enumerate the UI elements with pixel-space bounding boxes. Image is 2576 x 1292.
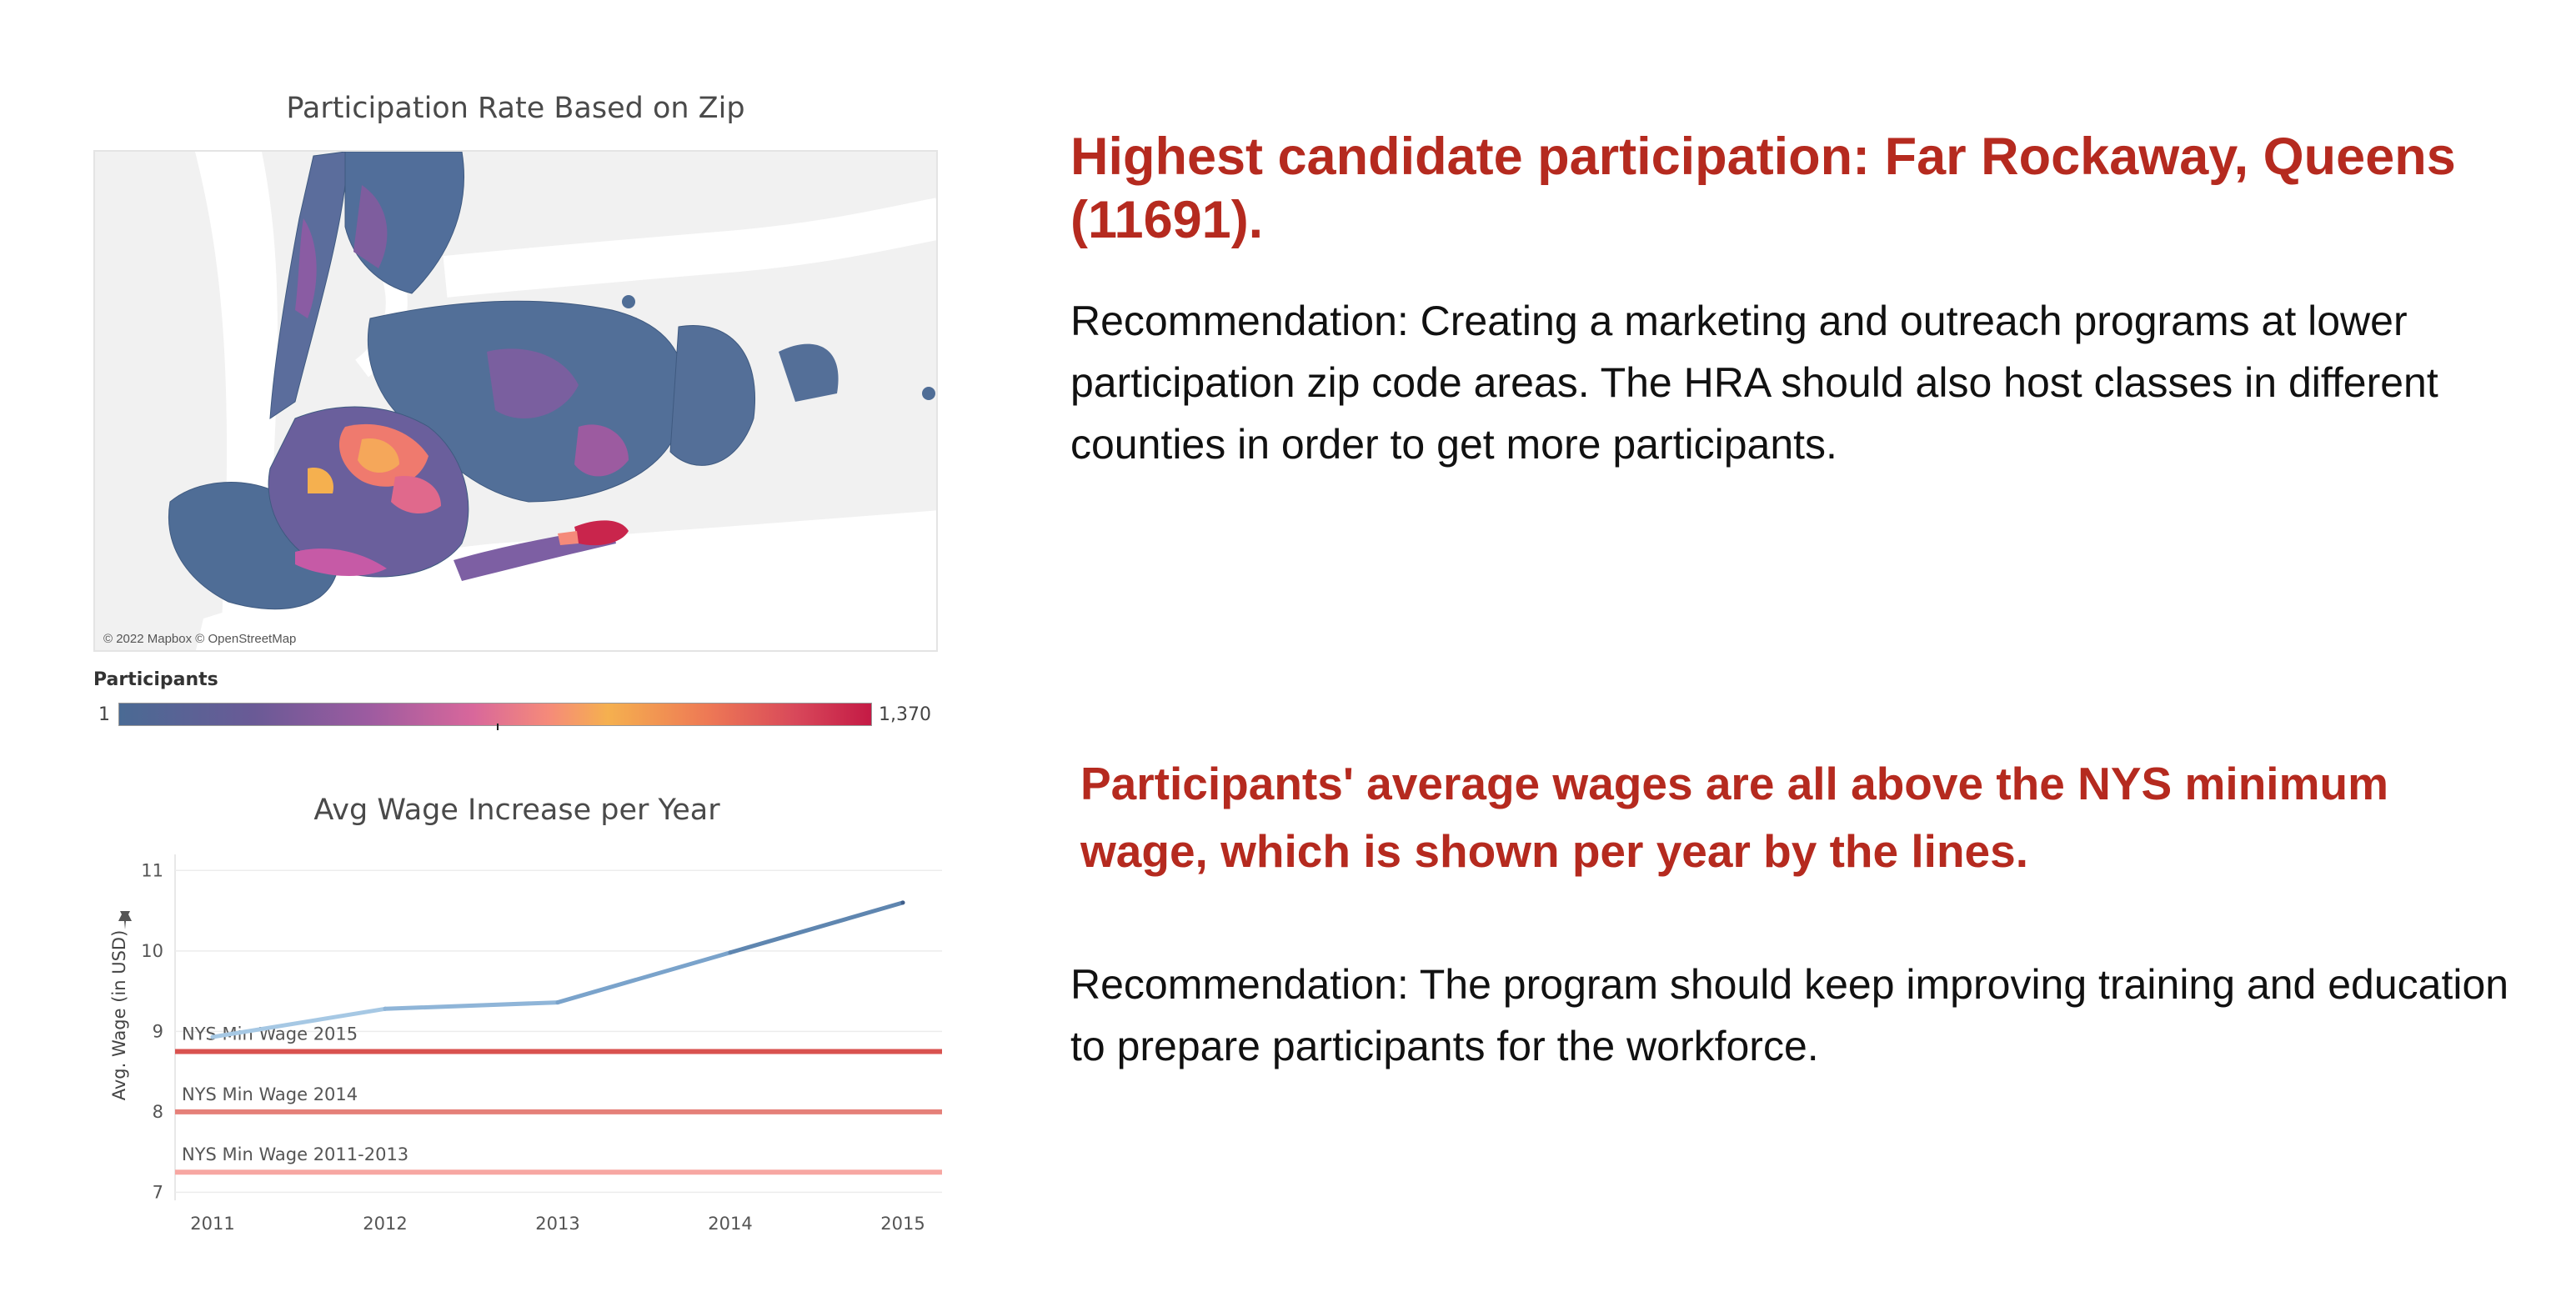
color-scale-bar <box>118 703 872 726</box>
x-tick-label: 2014 <box>708 1214 752 1234</box>
map-svg <box>95 152 936 650</box>
pin-icon[interactable] <box>118 911 132 929</box>
east-flatbush <box>391 476 441 514</box>
min-wage-label: NYS Min Wage 2011-2013 <box>182 1144 408 1164</box>
far-rockaway <box>574 520 629 546</box>
y-tick-label: 10 <box>141 941 163 961</box>
wage-line-chart[interactable]: Avg. Wage (in USD) 7 8 9 10 11 2011 2012 2013 20… <box>83 838 950 1254</box>
series-segment <box>210 1006 388 1039</box>
map-attribution: © 2022 Mapbox © OpenStreetMap <box>103 632 297 646</box>
east-queens <box>669 325 755 466</box>
series-point <box>210 1034 215 1039</box>
legend-max: 1,370 <box>879 704 931 725</box>
series-segment <box>555 950 733 1005</box>
central-queens <box>487 348 579 418</box>
legend-title: Participants <box>93 669 218 690</box>
map-title: Participation Rate Based on Zip <box>286 92 745 125</box>
recommendation-participation: Recommendation: Creating a marketing and… <box>1070 298 2438 468</box>
y-tick-label: 9 <box>153 1021 163 1041</box>
series-point <box>728 950 733 955</box>
series-point <box>900 900 905 905</box>
chart-title: Avg Wage Increase per Year <box>313 794 720 827</box>
ocean <box>195 510 936 650</box>
y-tick-label: 8 <box>153 1102 163 1122</box>
coney-island <box>295 548 387 577</box>
long-island-sound <box>443 198 936 298</box>
zip-choropleth-map[interactable]: © 2022 Mapbox © OpenStreetMap <box>93 150 938 652</box>
rockaway-adjacent <box>558 531 579 545</box>
y-axis-label: Avg. Wage (in USD) <box>109 930 129 1101</box>
series-segment <box>383 1000 560 1011</box>
recommendation-wages: Recommendation: The program should keep … <box>1070 961 2509 1069</box>
y-tick-label: 11 <box>141 860 163 880</box>
series-segment <box>728 900 905 955</box>
min-wage-label: NYS Min Wage 2014 <box>182 1084 358 1104</box>
insight-heading-participation: Highest candidate participation: Far Roc… <box>1070 128 2456 249</box>
harlem <box>295 218 317 318</box>
series-point <box>555 1000 560 1005</box>
x-tick-label: 2013 <box>535 1214 579 1234</box>
y-tick-label: 7 <box>153 1182 163 1202</box>
flatbush <box>358 438 399 473</box>
south-bronx <box>353 185 388 268</box>
insight-heading-wages: Participants' average wages are all abov… <box>1080 758 2388 877</box>
legend-marker <box>497 724 499 730</box>
x-tick-label: 2012 <box>363 1214 407 1234</box>
long-island-piece <box>779 343 839 402</box>
x-tick-label: 2015 <box>880 1214 925 1234</box>
legend-min: 1 <box>98 704 110 725</box>
jamaica <box>574 424 629 477</box>
series-point <box>383 1006 388 1011</box>
sunset-park <box>308 468 333 493</box>
x-tick-label: 2011 <box>190 1214 234 1234</box>
